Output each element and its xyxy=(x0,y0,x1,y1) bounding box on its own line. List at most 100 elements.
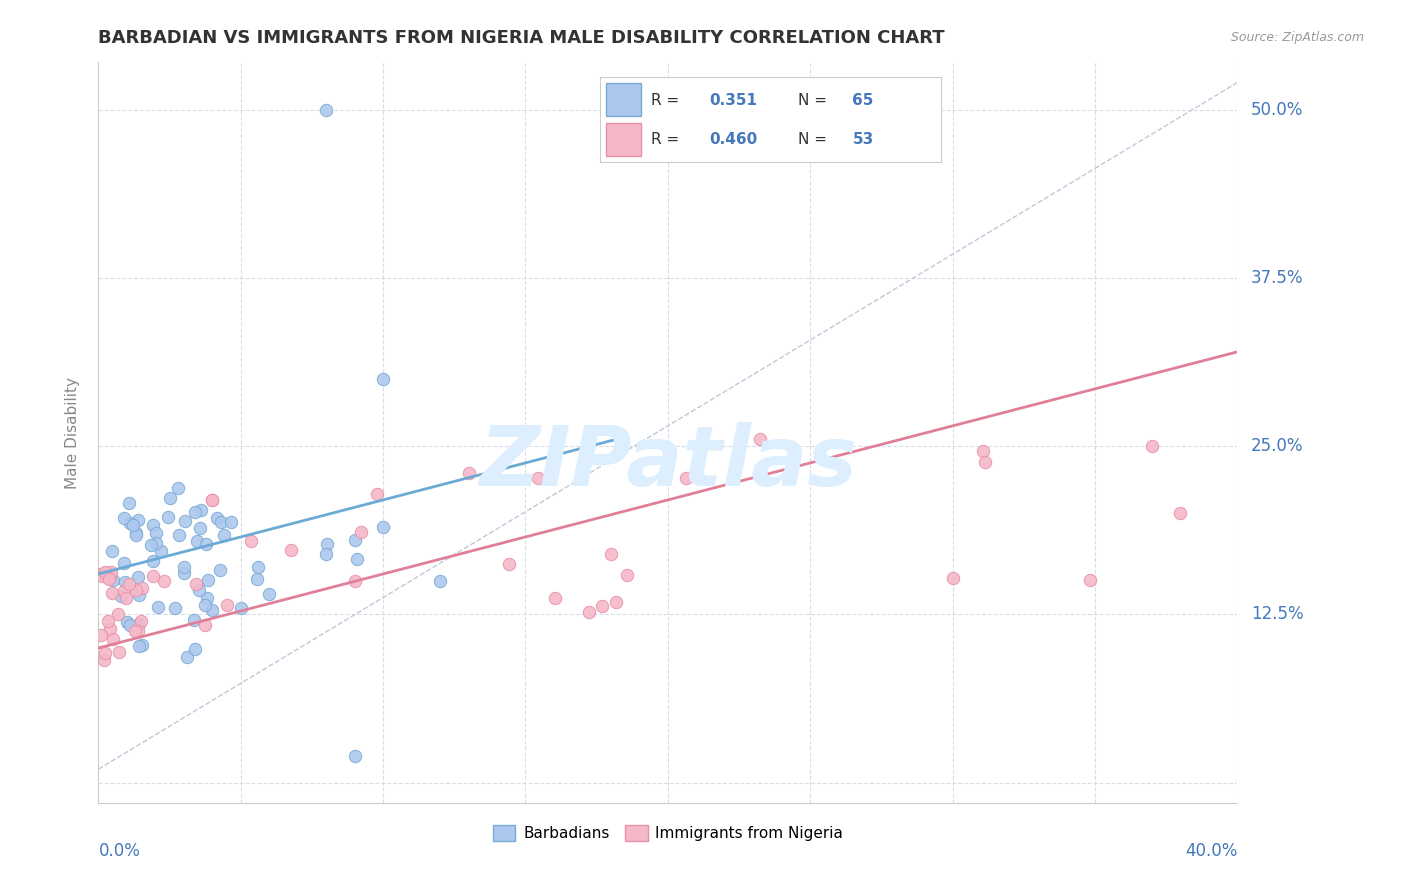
Point xyxy=(149,543,172,558)
Point xyxy=(194,617,217,632)
Point xyxy=(125,528,148,542)
Point xyxy=(94,565,117,579)
Point xyxy=(167,481,190,495)
Point xyxy=(591,599,613,614)
Point xyxy=(544,591,567,605)
Point xyxy=(129,614,152,628)
Point xyxy=(145,535,167,549)
Point xyxy=(229,600,252,615)
Point xyxy=(127,624,149,639)
Point xyxy=(972,443,994,458)
Point xyxy=(90,569,112,583)
Point xyxy=(201,603,224,617)
Point xyxy=(115,591,138,606)
Point xyxy=(101,574,124,588)
Point xyxy=(974,455,997,469)
Point xyxy=(97,572,120,586)
Point xyxy=(214,528,236,542)
Point xyxy=(373,520,395,534)
Point xyxy=(152,574,174,588)
Point xyxy=(239,534,262,549)
Point xyxy=(101,586,124,600)
Point xyxy=(90,566,112,581)
Point xyxy=(1170,507,1192,521)
Point xyxy=(429,574,451,588)
Point xyxy=(145,526,167,541)
Point xyxy=(217,599,239,613)
Point xyxy=(90,628,112,642)
Text: 50.0%: 50.0% xyxy=(1251,101,1303,119)
Point xyxy=(186,534,208,549)
Point xyxy=(100,565,122,579)
Point xyxy=(373,372,395,386)
Point xyxy=(221,515,243,529)
Point xyxy=(163,601,186,615)
Point xyxy=(107,607,129,621)
Point xyxy=(1078,574,1101,588)
Point xyxy=(197,574,219,588)
Point xyxy=(131,582,153,596)
Point xyxy=(142,554,165,568)
Point xyxy=(169,528,191,542)
Point xyxy=(527,471,550,485)
Point xyxy=(201,492,224,507)
Point xyxy=(675,470,697,484)
Point xyxy=(156,510,179,524)
Point xyxy=(209,516,232,530)
Point xyxy=(125,526,148,541)
Point xyxy=(188,521,211,535)
Point xyxy=(122,518,145,533)
Point xyxy=(118,516,141,530)
Point xyxy=(159,491,181,506)
Point xyxy=(346,552,368,566)
Text: BARBADIAN VS IMMIGRANTS FROM NIGERIA MALE DISABILITY CORRELATION CHART: BARBADIAN VS IMMIGRANTS FROM NIGERIA MAL… xyxy=(98,29,945,47)
Point xyxy=(259,587,281,601)
Point xyxy=(114,574,136,589)
Point xyxy=(118,576,141,591)
Text: 25.0%: 25.0% xyxy=(1251,437,1303,455)
Point xyxy=(100,544,122,558)
Point xyxy=(942,571,965,585)
Point xyxy=(112,511,135,525)
Point xyxy=(173,566,195,580)
Point xyxy=(173,560,195,574)
Point xyxy=(498,558,520,572)
Point xyxy=(112,556,135,570)
Point xyxy=(118,618,141,632)
Point xyxy=(118,496,141,510)
Point xyxy=(749,432,772,446)
Point xyxy=(146,600,169,615)
Text: 12.5%: 12.5% xyxy=(1251,606,1303,624)
Point xyxy=(174,515,197,529)
Point xyxy=(110,589,132,603)
Point xyxy=(94,646,117,660)
Point xyxy=(616,568,638,582)
Point xyxy=(128,639,150,653)
Y-axis label: Male Disability: Male Disability xyxy=(65,376,80,489)
Point xyxy=(350,525,373,540)
Point xyxy=(183,613,205,627)
Point xyxy=(98,570,121,584)
Text: 37.5%: 37.5% xyxy=(1251,268,1303,287)
Point xyxy=(98,623,121,637)
Point xyxy=(115,615,138,629)
Point xyxy=(343,533,366,548)
Point xyxy=(142,517,165,532)
Text: Source: ZipAtlas.com: Source: ZipAtlas.com xyxy=(1230,31,1364,45)
Point xyxy=(131,638,153,652)
Point xyxy=(127,570,149,584)
Point xyxy=(605,595,627,609)
Point xyxy=(184,576,207,591)
Point xyxy=(343,748,366,763)
Point xyxy=(127,512,149,526)
Point xyxy=(184,504,207,518)
Point xyxy=(600,547,623,561)
Point xyxy=(280,542,302,557)
Point xyxy=(187,583,209,598)
Point xyxy=(93,653,115,667)
Point xyxy=(128,617,150,632)
Point xyxy=(246,572,269,586)
Legend: Barbadians, Immigrants from Nigeria: Barbadians, Immigrants from Nigeria xyxy=(486,819,849,847)
Point xyxy=(128,588,150,602)
Point xyxy=(315,103,337,117)
